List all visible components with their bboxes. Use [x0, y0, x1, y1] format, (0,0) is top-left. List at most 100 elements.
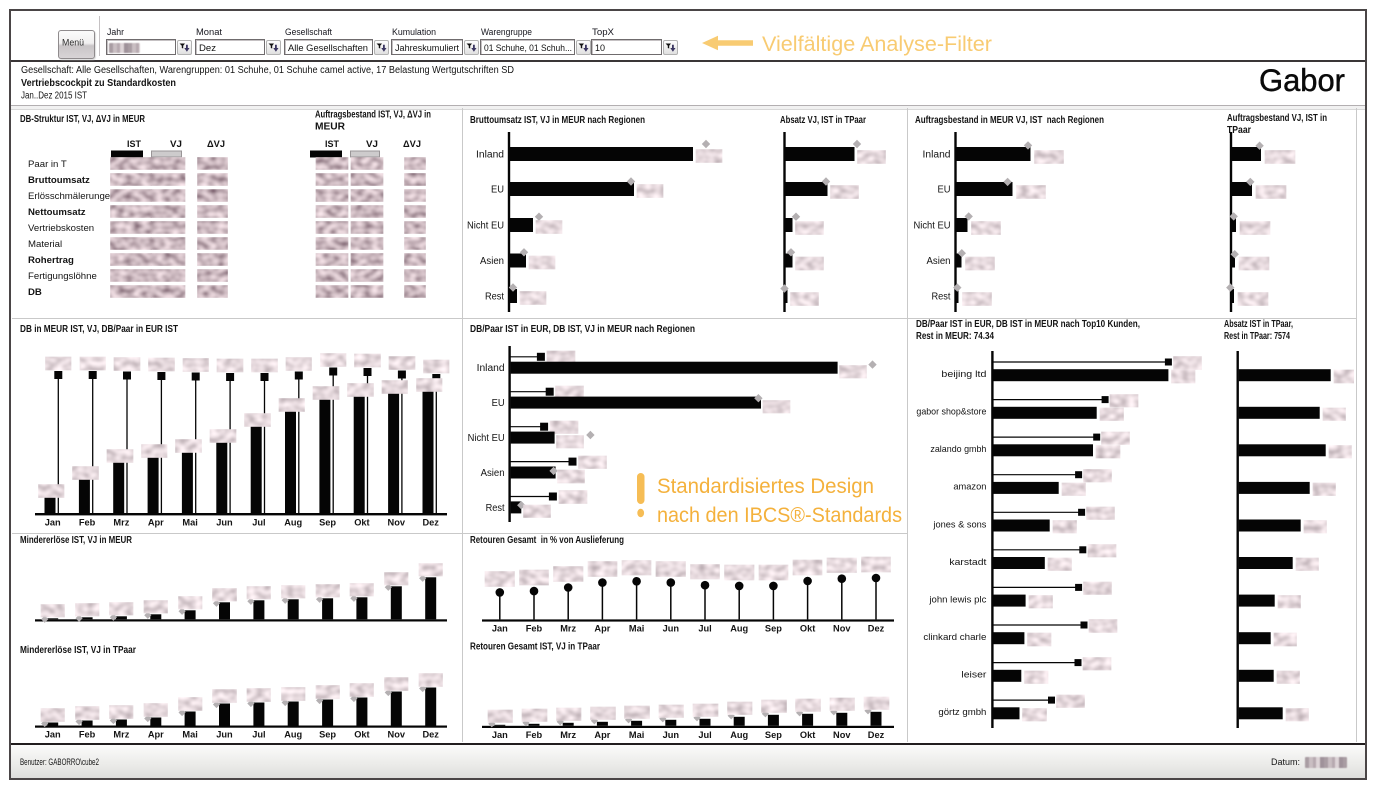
svg-text:Feb: Feb: [526, 730, 543, 740]
svg-text:EU: EU: [492, 398, 505, 409]
svg-text:Rest: Rest: [485, 292, 504, 303]
svg-text:Feb: Feb: [526, 624, 543, 634]
svg-text:zalando gmbh: zalando gmbh: [930, 444, 986, 455]
svg-text:Mrz: Mrz: [560, 730, 576, 740]
svg-text:Mindererlöse IST, VJ in MEUR: Mindererlöse IST, VJ in MEUR: [20, 534, 132, 546]
svg-text:Asien: Asien: [927, 256, 951, 267]
svg-text:Dez: Dez: [422, 730, 439, 740]
svg-text:Jan: Jan: [492, 730, 508, 740]
svg-text:Inland: Inland: [923, 150, 951, 161]
svg-text:TPaar: TPaar: [1227, 124, 1251, 136]
svg-text:Dez: Dez: [868, 624, 885, 634]
svg-text:Vertriebscockpit zu Standardko: Vertriebscockpit zu Standardkosten: [21, 78, 176, 89]
svg-text:Vielfältige Analyse-Filter: Vielfältige Analyse-Filter: [762, 33, 992, 56]
svg-text:Jahr: Jahr: [107, 27, 125, 38]
svg-text:Okt: Okt: [800, 624, 815, 634]
svg-text:Inland: Inland: [476, 150, 504, 161]
svg-text:ΔVJ: ΔVJ: [403, 139, 421, 150]
svg-text:Standardisiertes Design: Standardisiertes Design: [657, 474, 874, 498]
svg-text:DB/Paar IST in EUR, DB IST, VJ: DB/Paar IST in EUR, DB IST, VJ in MEUR n…: [470, 323, 695, 335]
svg-text:Auftragsbestand in MEUR VJ, IS: Auftragsbestand in MEUR VJ, IST nach Reg…: [915, 114, 1104, 126]
svg-text:Nicht EU: Nicht EU: [467, 221, 504, 232]
svg-text:Gesellschaft: Alle Gesellschaf: Gesellschaft: Alle Gesellschaften, Waren…: [21, 65, 514, 76]
svg-text:Jul: Jul: [252, 730, 265, 740]
svg-text:Mindererlöse IST, VJ in TPaar: Mindererlöse IST, VJ in TPaar: [20, 644, 136, 656]
svg-text:Jun: Jun: [216, 730, 233, 740]
svg-text:EU: EU: [491, 185, 504, 196]
svg-text:Jul: Jul: [252, 518, 265, 528]
svg-text:IST: IST: [127, 139, 141, 150]
svg-text:Kumulation: Kumulation: [392, 27, 436, 38]
svg-text:MEUR: MEUR: [315, 121, 345, 133]
svg-text:Nov: Nov: [388, 730, 406, 740]
svg-text:Rest in TPaar: 7574: Rest in TPaar: 7574: [1224, 330, 1290, 342]
svg-text:Auftragsbestand VJ, IST in: Auftragsbestand VJ, IST in: [1227, 112, 1327, 124]
svg-text:Aug: Aug: [284, 518, 302, 528]
svg-text:01 Schuhe, 01 Schuh...: 01 Schuhe, 01 Schuh...: [484, 43, 572, 54]
svg-text:Apr: Apr: [148, 730, 164, 740]
svg-text:Bruttoumsatz: Bruttoumsatz: [28, 175, 90, 186]
svg-text:Mrz: Mrz: [113, 518, 129, 528]
svg-text:karstadt: karstadt: [949, 557, 986, 568]
svg-text:Jun: Jun: [663, 624, 680, 634]
svg-text:Nov: Nov: [833, 730, 851, 740]
svg-text:Jun: Jun: [663, 730, 680, 740]
svg-text:Material: Material: [28, 239, 62, 250]
svg-text:beijing ltd: beijing ltd: [941, 369, 986, 380]
svg-text:Jul: Jul: [698, 730, 711, 740]
svg-text:clinkard charle: clinkard charle: [923, 632, 986, 643]
svg-text:Erlösschmälerungen: Erlösschmälerungen: [28, 191, 115, 202]
svg-text:Absatz IST in TPaar,: Absatz IST in TPaar,: [1224, 318, 1293, 330]
svg-text:Jan..Dez 2015 IST: Jan..Dez 2015 IST: [21, 91, 87, 102]
svg-text:Absatz VJ, IST in TPaar: Absatz VJ, IST in TPaar: [780, 114, 866, 126]
svg-text:Rohertrag: Rohertrag: [28, 255, 74, 266]
svg-text:Fertigungslöhne: Fertigungslöhne: [28, 271, 97, 282]
svg-text:Mai: Mai: [629, 624, 644, 634]
svg-text:Dez: Dez: [422, 518, 439, 528]
svg-text:ΔVJ: ΔVJ: [207, 139, 225, 150]
svg-text:Jan: Jan: [45, 730, 61, 740]
svg-text:Retouren Gesamt IST, VJ in TPa: Retouren Gesamt IST, VJ in TPaar: [470, 641, 600, 653]
svg-text:Sep: Sep: [765, 624, 782, 634]
svg-text:Mai: Mai: [182, 730, 197, 740]
svg-text:Monat: Monat: [196, 27, 222, 38]
svg-text:DB: DB: [28, 287, 42, 298]
svg-text:Jan: Jan: [45, 518, 61, 528]
svg-text:Sep: Sep: [765, 730, 782, 740]
svg-text:DB in MEUR IST, VJ, DB/Paar in: DB in MEUR IST, VJ, DB/Paar in EUR IST: [20, 323, 178, 335]
svg-text:Asien: Asien: [481, 468, 505, 479]
svg-text:Retouren Gesamt in % von Ausl: Retouren Gesamt in % von Auslieferung: [470, 534, 624, 546]
svg-text:Okt: Okt: [354, 518, 369, 528]
svg-text:VJ: VJ: [170, 139, 182, 150]
svg-text:Nicht EU: Nicht EU: [468, 433, 505, 444]
svg-text:Dez: Dez: [199, 43, 216, 54]
svg-text:Apr: Apr: [148, 518, 164, 528]
svg-text:Sep: Sep: [319, 518, 336, 528]
svg-text:Apr: Apr: [594, 730, 610, 740]
svg-text:Alle Gesellschaften: Alle Gesellschaften: [288, 43, 368, 54]
svg-text:Menü: Menü: [62, 38, 84, 48]
svg-text:Dez: Dez: [868, 730, 885, 740]
svg-text:Vertriebskosten: Vertriebskosten: [28, 223, 94, 234]
svg-text:Jan: Jan: [492, 624, 508, 634]
svg-text:nach den IBCS®-Standards: nach den IBCS®-Standards: [657, 503, 902, 527]
svg-text:Feb: Feb: [79, 518, 96, 528]
svg-text:Nettoumsatz: Nettoumsatz: [28, 207, 86, 218]
svg-text:EU: EU: [938, 185, 951, 196]
svg-text:TopX: TopX: [592, 27, 615, 38]
svg-text:IST: IST: [325, 139, 339, 150]
svg-text:Aug: Aug: [284, 730, 302, 740]
svg-text:VJ: VJ: [366, 139, 378, 150]
svg-text:Mai: Mai: [629, 730, 644, 740]
svg-text:Sep: Sep: [319, 730, 336, 740]
svg-text:Okt: Okt: [800, 730, 815, 740]
svg-text:DB-Struktur IST, VJ, ΔVJ in ME: DB-Struktur IST, VJ, ΔVJ in MEUR: [20, 113, 145, 125]
svg-text:Bruttoumsatz IST, VJ in MEUR n: Bruttoumsatz IST, VJ in MEUR nach Region…: [470, 114, 645, 126]
svg-text:Rest in MEUR: 74.34: Rest in MEUR: 74.34: [916, 330, 994, 342]
svg-text:amazon: amazon: [953, 482, 986, 493]
svg-text:Aug: Aug: [730, 730, 748, 740]
svg-text:Jahreskumuliert: Jahreskumuliert: [395, 43, 459, 54]
svg-text:Benutzer: GABORRO\cube2: Benutzer: GABORRO\cube2: [20, 757, 99, 767]
svg-text:Nov: Nov: [833, 624, 851, 634]
svg-text:Warengruppe: Warengruppe: [481, 27, 532, 38]
